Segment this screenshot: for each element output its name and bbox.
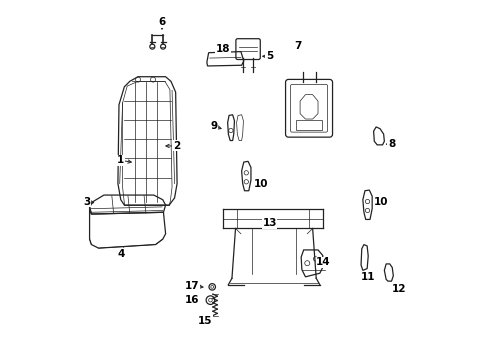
Text: 8: 8 — [387, 139, 394, 149]
Text: 2: 2 — [172, 141, 180, 151]
Text: 7: 7 — [294, 41, 302, 50]
Text: 14: 14 — [315, 257, 330, 267]
Text: 12: 12 — [391, 284, 405, 294]
Text: 18: 18 — [215, 44, 230, 54]
Text: 9: 9 — [210, 121, 217, 131]
Text: 10: 10 — [253, 179, 267, 189]
Text: 16: 16 — [185, 295, 199, 305]
Text: 17: 17 — [185, 281, 200, 291]
Text: 10: 10 — [373, 197, 387, 207]
Text: 11: 11 — [360, 272, 375, 282]
Text: 5: 5 — [265, 51, 273, 61]
Text: 4: 4 — [117, 248, 124, 258]
Text: 3: 3 — [83, 197, 90, 207]
Text: 15: 15 — [198, 316, 212, 325]
Text: 13: 13 — [262, 218, 276, 228]
Text: 6: 6 — [158, 17, 165, 27]
Text: 1: 1 — [117, 155, 124, 165]
